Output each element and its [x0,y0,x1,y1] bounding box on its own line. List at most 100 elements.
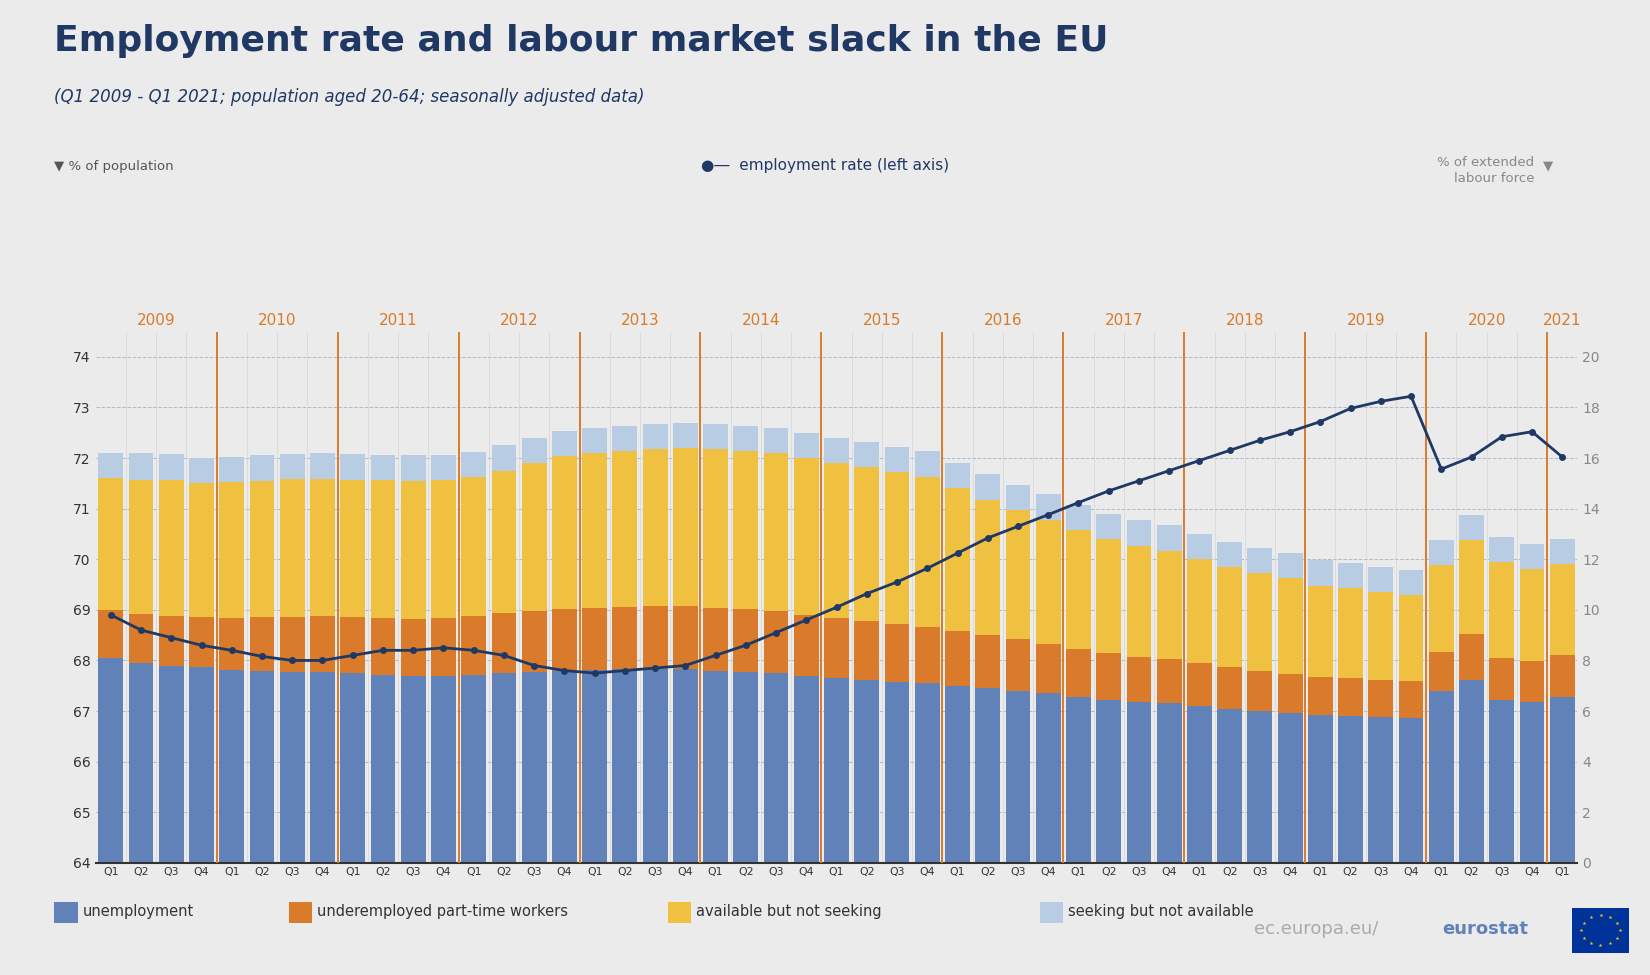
Bar [190,617,214,667]
Bar [190,483,214,617]
Bar [521,611,546,672]
Bar [1005,640,1030,691]
Bar [914,477,939,627]
Bar [823,618,850,679]
Bar [644,669,668,863]
Bar [1096,700,1120,863]
Bar [1218,709,1242,863]
Bar [1066,648,1091,697]
Bar [794,615,818,676]
Text: unemployment: unemployment [82,904,193,919]
Bar [734,672,759,863]
Bar [553,671,577,863]
Bar [673,448,698,605]
Text: eurostat: eurostat [1442,920,1528,938]
Bar [492,471,516,613]
Bar [1127,702,1152,863]
Bar [249,617,274,671]
Bar [764,453,789,611]
Text: 2016: 2016 [983,314,1023,329]
Bar [1368,718,1393,863]
Bar [280,480,305,617]
Text: 2019: 2019 [1346,314,1384,329]
Bar [612,669,637,863]
Bar [823,463,850,618]
Bar [1157,659,1181,703]
Bar [1186,560,1211,663]
Bar [794,676,818,863]
Bar [158,481,183,616]
Text: 2020: 2020 [1467,314,1506,329]
Bar [158,666,183,863]
Bar [1490,537,1515,563]
Bar [1520,702,1544,863]
Bar [249,671,274,863]
Bar [1218,541,1242,566]
Bar [855,621,879,680]
Bar [371,675,396,863]
Bar [1308,715,1333,863]
Bar [855,442,879,467]
Bar [914,451,939,477]
Bar [582,428,607,453]
Bar [644,424,668,449]
Bar [310,672,335,863]
Bar [734,426,759,450]
Bar [1459,515,1483,540]
Bar [219,483,244,618]
Bar [884,472,909,624]
Bar [1490,563,1515,658]
Bar [1368,592,1393,680]
Bar [1096,653,1120,700]
Bar [280,617,305,672]
Bar [1490,658,1515,700]
Bar [1157,526,1181,551]
Bar [1066,505,1091,529]
Bar [401,676,426,863]
Bar [1490,700,1515,863]
Bar [1459,540,1483,634]
Bar [492,673,516,863]
Bar [249,455,274,481]
Bar [1459,634,1483,680]
Bar [1277,713,1302,863]
Bar [1127,546,1152,657]
Bar [673,605,698,669]
Bar [1247,548,1272,573]
Bar [1036,494,1061,520]
Bar [945,488,970,631]
Bar [975,688,1000,863]
Bar [1308,677,1333,715]
Bar [1399,719,1424,863]
Bar [1429,566,1454,652]
Bar [1218,667,1242,709]
Text: 2017: 2017 [1104,314,1143,329]
Bar [1520,568,1544,661]
Bar [129,663,153,863]
Bar [855,680,879,863]
Bar [462,452,487,477]
Bar [99,479,124,609]
Bar [521,463,546,611]
Bar [158,616,183,666]
Bar [219,670,244,863]
Bar [612,606,637,669]
Bar [1247,573,1272,671]
Bar [190,667,214,863]
Bar [1218,566,1242,667]
Text: underemployed part-time workers: underemployed part-time workers [317,904,568,919]
Bar [401,455,426,481]
Bar [431,455,455,481]
Bar [1157,551,1181,659]
Text: seeking but not available: seeking but not available [1068,904,1254,919]
Bar [129,614,153,663]
Bar [521,438,546,463]
Bar [492,613,516,673]
Bar [945,463,970,488]
Bar [582,607,607,670]
Bar [764,428,789,453]
Bar [1066,697,1091,863]
Bar [1247,711,1272,863]
Bar [129,480,153,614]
Bar [1399,595,1424,682]
